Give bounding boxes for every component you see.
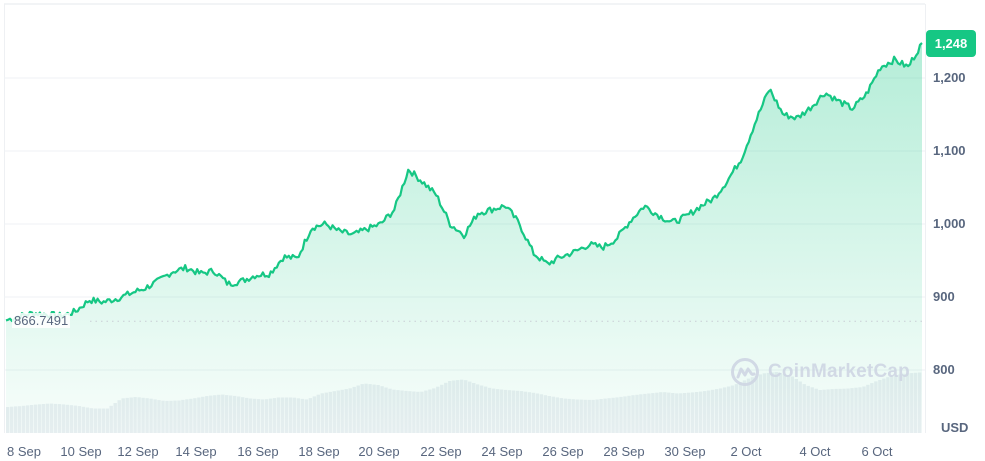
x-tick-label: 8 Sep xyxy=(7,444,41,459)
x-tick-label: 18 Sep xyxy=(298,444,340,459)
x-tick-label: 30 Sep xyxy=(664,444,706,459)
y-tick-label: 1,000 xyxy=(933,216,966,231)
x-tick-label: 12 Sep xyxy=(117,444,159,459)
x-tick-label: 26 Sep xyxy=(542,444,584,459)
watermark: CoinMarketCap xyxy=(730,357,910,387)
x-tick-label: 2 Oct xyxy=(730,444,762,459)
x-tick-label: 4 Oct xyxy=(799,444,831,459)
x-tick-label: 22 Sep xyxy=(420,444,462,459)
x-tick-label: 16 Sep xyxy=(237,444,279,459)
x-tick-label: 6 Oct xyxy=(861,444,893,459)
plot-frame xyxy=(4,3,926,433)
x-tick-label: 14 Sep xyxy=(175,444,217,459)
coinmarketcap-logo-icon xyxy=(731,358,759,386)
baseline-price-label: 866.7491 xyxy=(12,313,71,328)
x-tick-label: 24 Sep xyxy=(481,444,523,459)
current-price-badge: 1,248 xyxy=(926,30,976,57)
y-tick-label: 1,100 xyxy=(933,143,966,158)
currency-unit-label: USD xyxy=(941,420,969,435)
y-tick-label: 800 xyxy=(933,362,955,377)
price-area-fill xyxy=(6,43,922,433)
x-tick-label: 10 Sep xyxy=(60,444,102,459)
watermark-text: CoinMarketCap xyxy=(768,361,910,382)
y-tick-label: 900 xyxy=(933,289,955,304)
y-tick-label: 1,200 xyxy=(933,70,966,85)
x-tick-label: 28 Sep xyxy=(603,444,645,459)
price-line[interactable] xyxy=(5,42,923,323)
x-tick-label: 20 Sep xyxy=(358,444,400,459)
